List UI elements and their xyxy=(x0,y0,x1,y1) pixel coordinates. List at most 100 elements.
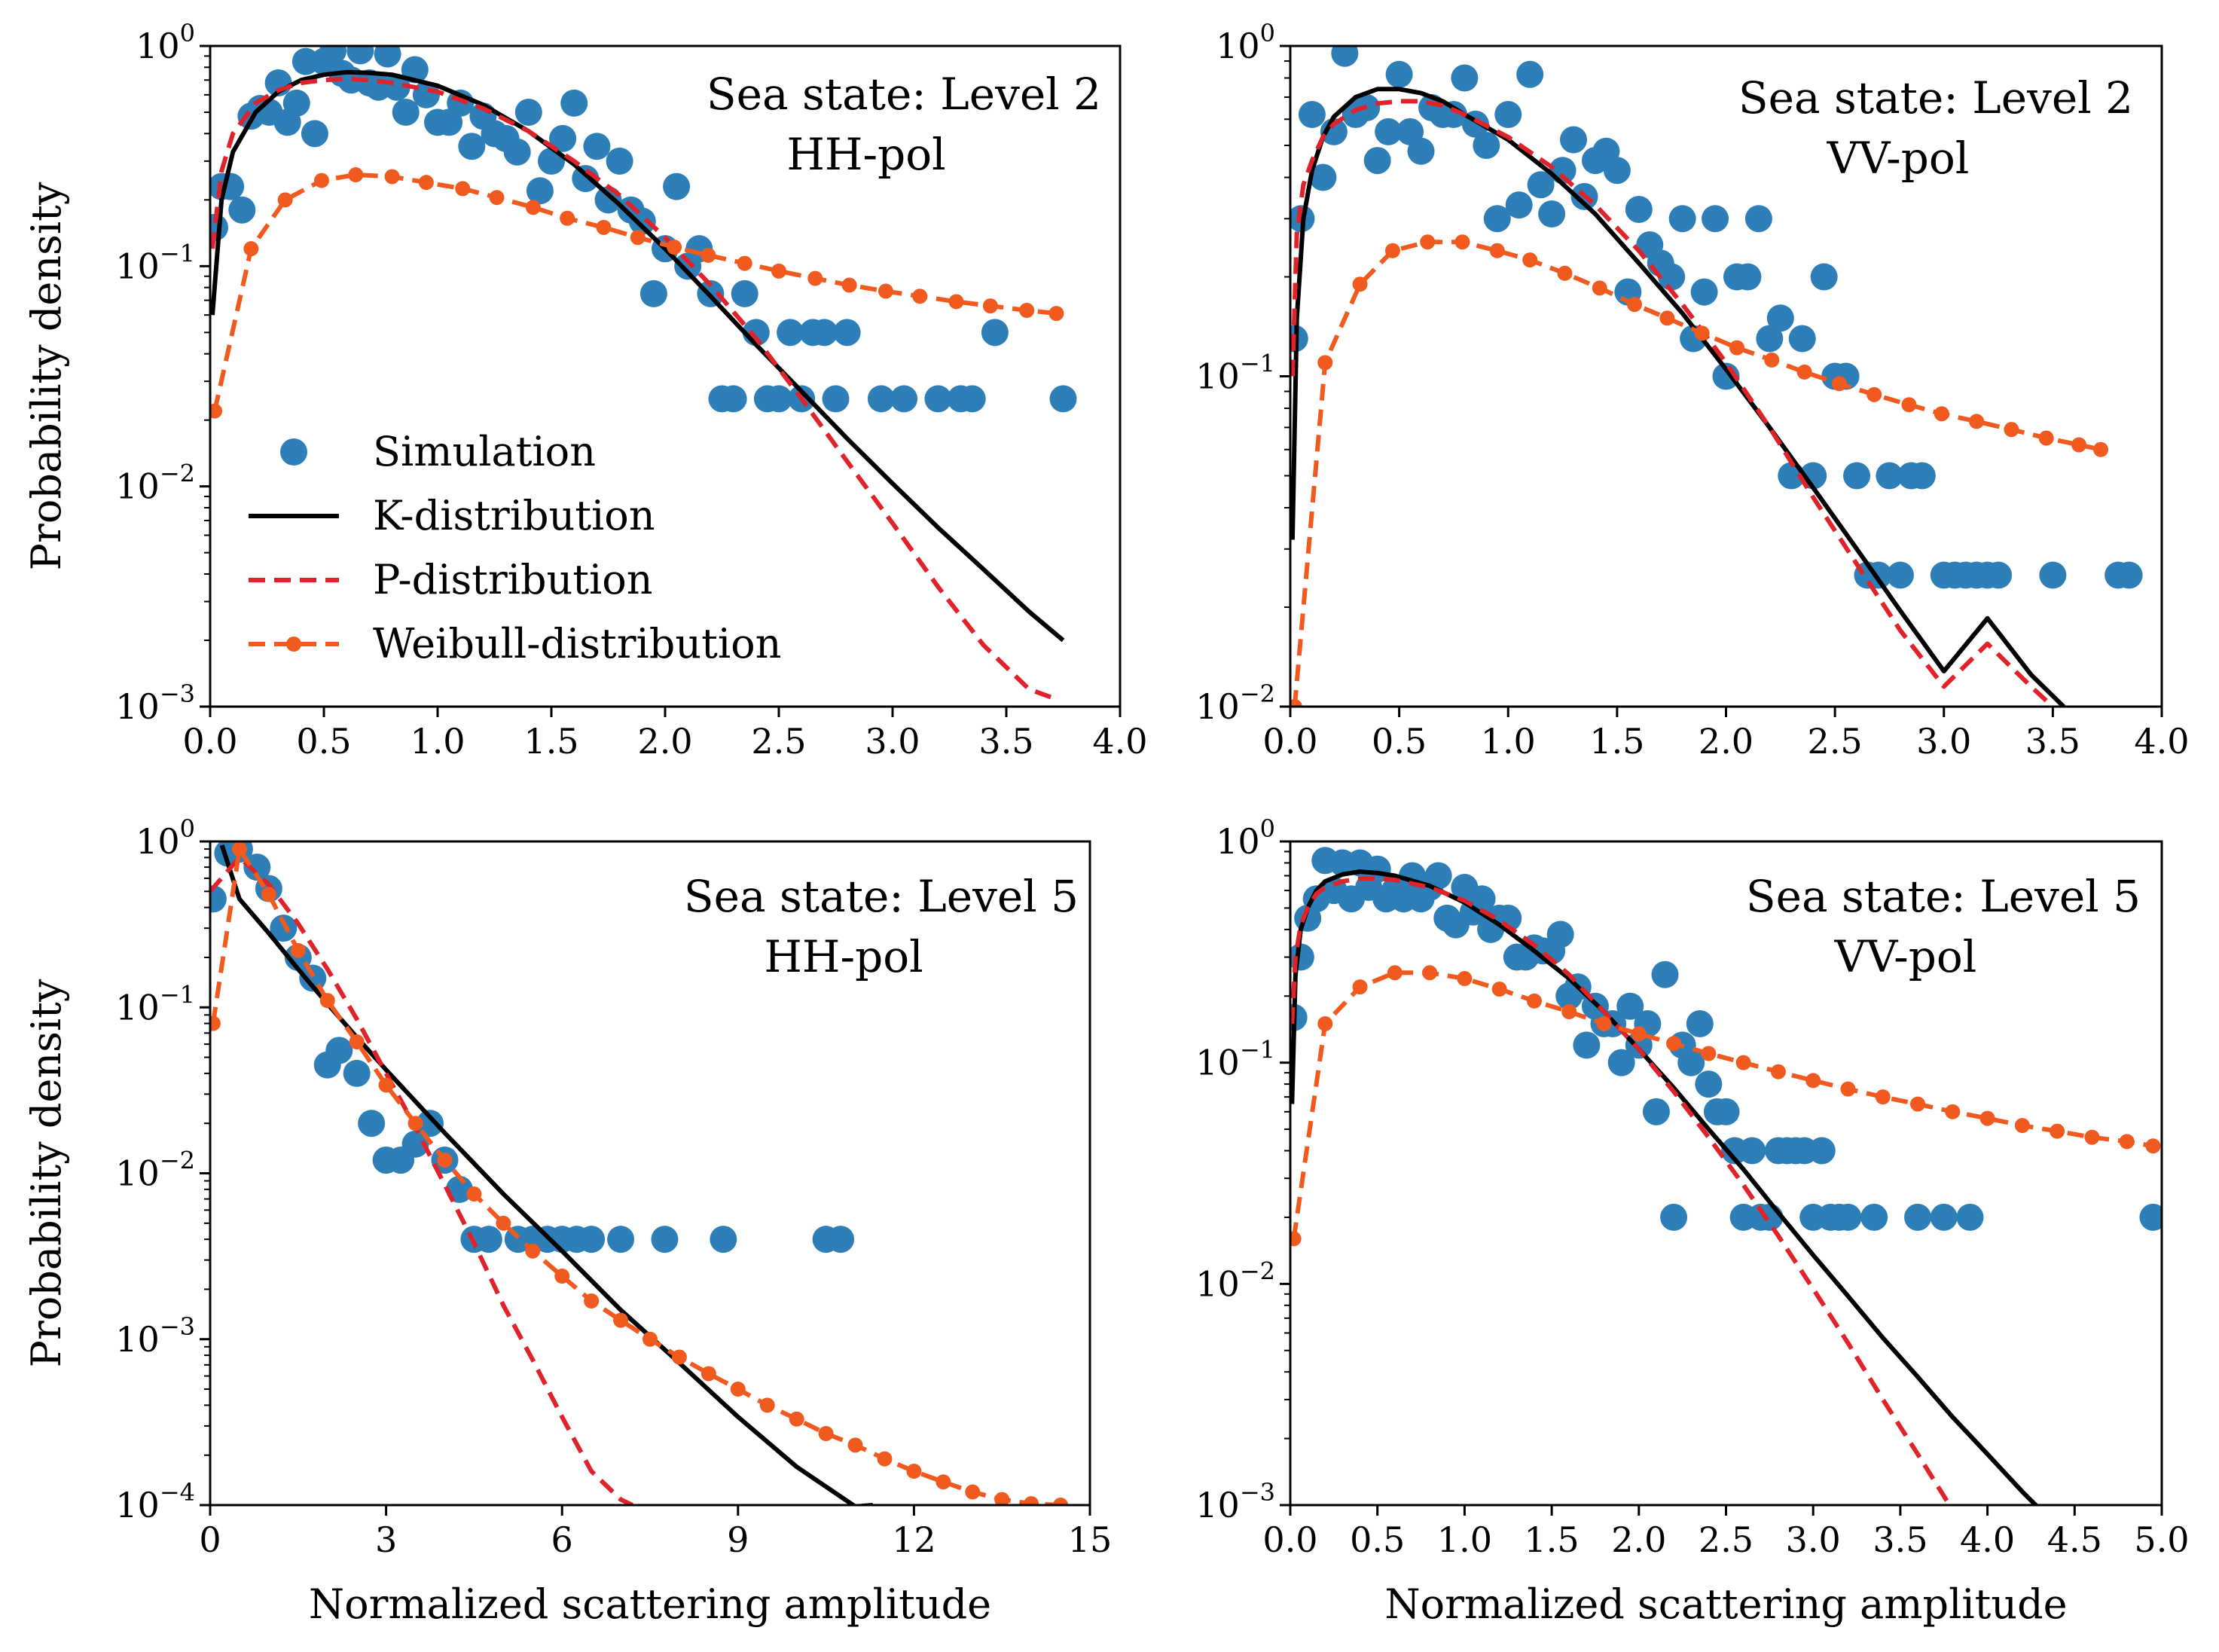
y-tick-label: 10−1 xyxy=(115,239,195,286)
data-point xyxy=(1298,101,1326,129)
y-tick-label: 10−4 xyxy=(115,1478,195,1525)
weibull-point xyxy=(1522,252,1538,268)
x-tick-label: 6 xyxy=(551,1519,573,1560)
y-tick-label: 10−1 xyxy=(1195,1036,1275,1083)
weibull-point xyxy=(596,219,612,235)
x-tick-label: 0.5 xyxy=(1350,1519,1405,1560)
data-point xyxy=(1985,561,2013,589)
weibull-point xyxy=(1735,1055,1751,1070)
series-line xyxy=(1290,869,2119,1505)
weibull-point xyxy=(1019,302,1035,318)
weibull-point xyxy=(1024,1496,1039,1505)
weibull-point xyxy=(2038,430,2054,446)
series-line xyxy=(210,847,1061,1505)
data-point xyxy=(301,120,328,148)
weibull-point xyxy=(1422,965,1438,981)
x-tick-label: 2.0 xyxy=(637,721,692,762)
data-point xyxy=(1494,101,1522,129)
series-line xyxy=(210,855,633,1505)
weibull-point xyxy=(1764,352,1780,368)
data-point xyxy=(401,1130,429,1158)
weibull-point xyxy=(906,1464,922,1479)
weibull-point xyxy=(1457,971,1473,987)
weibull-point xyxy=(489,190,505,206)
data-point xyxy=(475,1226,502,1254)
data-point xyxy=(1549,157,1576,185)
weibull-point xyxy=(1701,1046,1717,1061)
weibull-point xyxy=(1866,386,1882,402)
weibull-point xyxy=(418,175,434,191)
weibull-point xyxy=(455,181,471,197)
weibull-point xyxy=(1805,1073,1821,1089)
weibull-point xyxy=(1352,979,1368,995)
weibull-point xyxy=(878,283,893,299)
data-point xyxy=(412,81,440,108)
weibull-point xyxy=(1901,397,1917,413)
plot-area xyxy=(210,46,1077,700)
data-point xyxy=(1451,64,1479,92)
weibull-point xyxy=(1048,306,1064,322)
x-tick-label: 15 xyxy=(1068,1519,1113,1560)
weibull-point xyxy=(759,1397,775,1413)
data-point xyxy=(228,196,256,224)
weibull-point xyxy=(277,192,293,208)
plot-area xyxy=(1290,46,2143,707)
y-tick-label: 10−1 xyxy=(1195,350,1275,397)
data-point xyxy=(1904,1203,1932,1231)
data-point xyxy=(1886,561,1914,589)
weibull-point xyxy=(948,294,964,310)
data-point xyxy=(374,46,401,68)
data-point xyxy=(325,1037,353,1064)
data-point xyxy=(639,279,667,307)
weibull-point xyxy=(2050,1123,2065,1139)
plot-area xyxy=(210,841,1069,1505)
data-point xyxy=(777,319,804,347)
data-point xyxy=(2115,561,2143,589)
data-point xyxy=(1810,263,1838,291)
y-tick-label: 10−2 xyxy=(115,1147,195,1194)
data-point xyxy=(1651,960,1679,988)
data-point xyxy=(628,207,656,235)
legend-entry: K-distribution xyxy=(249,492,655,539)
weibull-point xyxy=(2093,441,2109,457)
x-tick-label: 3.0 xyxy=(865,721,920,762)
weibull-point xyxy=(1945,1104,1961,1119)
data-point xyxy=(1049,385,1077,413)
panel-subtitle: VV-pol xyxy=(1834,931,1977,982)
x-tick-label: 12 xyxy=(892,1519,936,1560)
weibull-point xyxy=(1317,355,1333,371)
data-point xyxy=(1908,462,1936,490)
panel-subtitle: VV-pol xyxy=(1827,133,1970,184)
data-point xyxy=(583,133,611,160)
series-weibull-distribution xyxy=(210,167,1064,419)
series-line xyxy=(1292,240,2101,707)
weibull-point xyxy=(1561,1003,1577,1019)
x-tick-label: 5.0 xyxy=(2134,1519,2189,1560)
legend-entry: Simulation xyxy=(280,428,596,475)
y-tick-label: 10−2 xyxy=(1195,1257,1275,1304)
data-point xyxy=(1744,205,1772,233)
series-p-distribution xyxy=(1290,876,2049,1505)
data-point xyxy=(1738,1137,1766,1165)
data-point xyxy=(606,147,633,175)
data-point xyxy=(1538,200,1566,228)
x-tick-label: 1.0 xyxy=(1437,1519,1492,1560)
series-p-distribution xyxy=(210,76,1053,700)
weibull-point xyxy=(231,841,247,857)
data-point xyxy=(270,915,298,942)
data-point xyxy=(833,319,861,347)
series-p-distribution xyxy=(210,855,633,1505)
data-point xyxy=(1473,132,1500,160)
series-weibull-distribution xyxy=(210,841,1069,1505)
y-tick-label: 100 xyxy=(1216,19,1275,66)
weibull-point xyxy=(912,289,928,304)
data-point xyxy=(810,319,838,347)
weibull-point xyxy=(1910,1096,1926,1112)
data-point xyxy=(1660,1203,1688,1231)
weibull-point xyxy=(700,1366,716,1382)
y-tick-label: 10−3 xyxy=(115,679,195,727)
x-tick-label: 4.0 xyxy=(1092,721,1147,762)
data-point xyxy=(572,165,600,193)
data-point xyxy=(560,89,588,117)
weibull-point xyxy=(818,1425,834,1441)
